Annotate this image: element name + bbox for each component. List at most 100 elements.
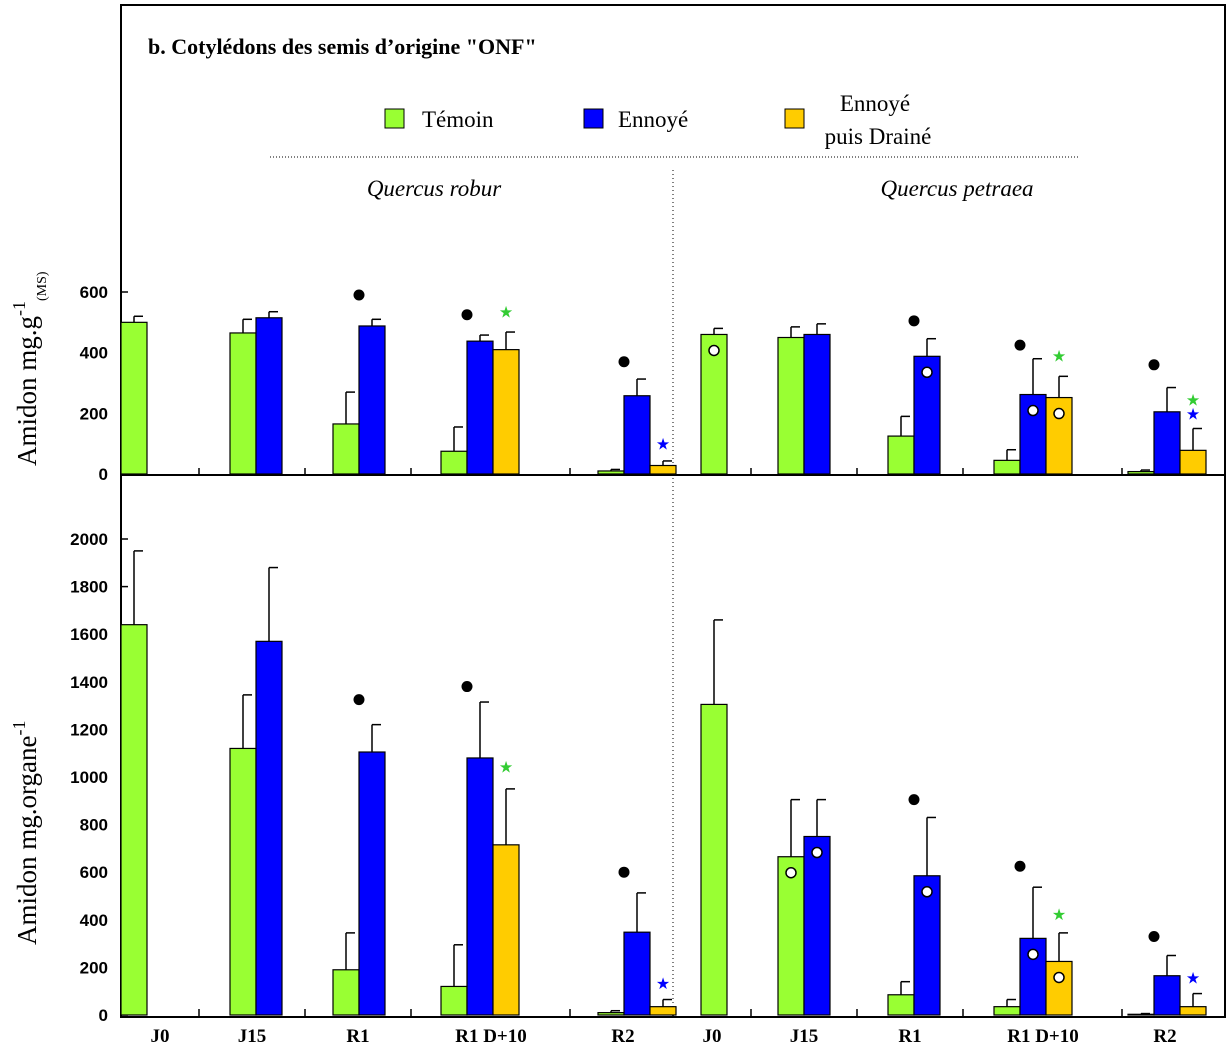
bars [120, 310, 1207, 1016]
bar [700, 333, 728, 475]
significance-dot [618, 866, 630, 878]
top-y-axis-label: Amidon mg.g-1(MS) [9, 271, 50, 466]
category-label: J0 [151, 1026, 170, 1047]
species-label-robur: Quercus robur [367, 176, 502, 201]
significance-dot [1148, 930, 1160, 942]
bar [1127, 1013, 1155, 1016]
significance-dot [461, 681, 473, 693]
bar [492, 349, 520, 475]
bar [255, 317, 283, 475]
bar [913, 875, 941, 1016]
bar [1127, 470, 1155, 475]
significance-dot [353, 289, 365, 301]
category-label: R1 D+10 [455, 1026, 527, 1047]
bottom-y-axis-label: Amidon mg.organe-1 [9, 721, 42, 945]
open-circle-marker [708, 344, 720, 357]
bar [440, 450, 468, 475]
bar [1179, 1006, 1207, 1016]
y-tick-label: 1800 [70, 578, 108, 597]
category-labels: J0 J15 R1 R1 D+10 R2 J0 J15 R1 R1 D+10 R2 [151, 1026, 1177, 1047]
bar [332, 423, 360, 475]
legend-swatch-ennoye [583, 108, 604, 129]
open-circle-marker [1053, 971, 1065, 984]
open-circle-marker [1053, 407, 1065, 420]
significance-dot [1148, 359, 1160, 371]
bar [440, 985, 468, 1016]
bar [777, 856, 805, 1016]
bar [623, 395, 651, 475]
significance-star: ★ [499, 757, 513, 776]
y-tick-label: 600 [80, 863, 108, 882]
legend-label-ennoye-draine-line1: Ennoyé [840, 91, 910, 116]
significance-star: ★ [1052, 347, 1066, 366]
category-label: J15 [238, 1026, 267, 1047]
bar [597, 1012, 625, 1016]
y-tick-label: 1600 [70, 625, 108, 644]
chart-title: b. Cotylédons des semis d’origine "ONF" [148, 34, 537, 59]
significance-dot [618, 356, 630, 368]
significance-star: ★ [656, 974, 670, 993]
open-circle-marker [1027, 948, 1039, 961]
bar [993, 1006, 1021, 1016]
category-label: R2 [1153, 1026, 1176, 1047]
bar [229, 332, 257, 475]
significance-star: ★ [1052, 905, 1066, 924]
y-tick-label: 400 [80, 911, 108, 930]
y-tick-label: 0 [99, 465, 108, 484]
significance-marks: ★★★★★★★★★ [353, 289, 1200, 993]
bar [887, 994, 915, 1016]
open-circle-marker [811, 846, 823, 859]
bar [649, 1006, 677, 1016]
significance-dot [908, 315, 920, 327]
bar [358, 751, 386, 1016]
bar [623, 931, 651, 1016]
species-label-petraea: Quercus petraea [880, 176, 1033, 201]
bar [492, 844, 520, 1016]
category-label: J15 [790, 1026, 819, 1047]
significance-star: ★ [1186, 391, 1200, 410]
y-tick-label: 0 [99, 1006, 108, 1025]
y-tick-label: 1200 [70, 720, 108, 739]
significance-star: ★ [656, 435, 670, 454]
bar [993, 459, 1021, 475]
bar [229, 747, 257, 1016]
legend-label-temoin: Témoin [422, 107, 494, 132]
significance-dot [353, 694, 365, 706]
axis-ticks: 0 200 400 600 0 200 400 600 800 1000 1200 1400 1600 1… [70, 283, 1226, 1025]
category-label: R2 [611, 1026, 634, 1047]
significance-dot [908, 794, 920, 806]
category-label: R1 D+10 [1007, 1026, 1079, 1047]
significance-star: ★ [499, 303, 513, 322]
bar [597, 470, 625, 475]
open-circle-marker [785, 866, 797, 879]
bar [649, 464, 677, 475]
bar [332, 969, 360, 1016]
y-tick-label: 800 [80, 816, 108, 835]
significance-dot [1014, 339, 1026, 351]
bar [700, 703, 728, 1016]
significance-star: ★ [1186, 968, 1200, 987]
category-label: R1 [346, 1026, 369, 1047]
bar [777, 336, 805, 475]
y-tick-label: 2000 [70, 530, 108, 549]
bar [1153, 411, 1181, 475]
bar [358, 325, 386, 475]
significance-dot [461, 309, 473, 321]
bar [466, 757, 494, 1016]
open-circle-marker [921, 366, 933, 379]
legend-swatch-temoin [384, 108, 405, 129]
open-circle-marker [921, 886, 933, 898]
bar [887, 435, 915, 475]
category-label: J0 [703, 1026, 722, 1047]
category-label: R1 [898, 1026, 921, 1047]
y-tick-label: 400 [80, 344, 108, 363]
significance-dot [1014, 860, 1026, 872]
y-tick-label: 1000 [70, 768, 108, 787]
y-tick-label: 200 [80, 404, 108, 423]
bar [120, 321, 148, 475]
bar [803, 333, 831, 475]
significance-star: ★ [1186, 404, 1200, 423]
bar [1153, 975, 1181, 1016]
y-tick-label: 600 [80, 283, 108, 302]
